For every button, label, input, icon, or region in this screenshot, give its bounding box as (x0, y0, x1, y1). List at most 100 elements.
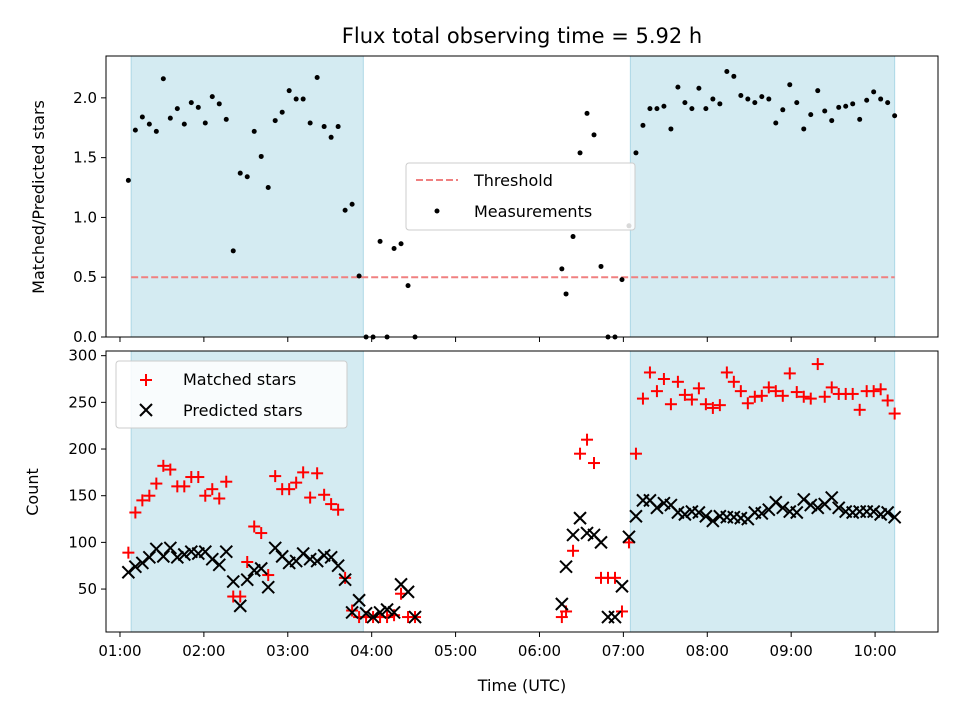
matched-stars-point (206, 483, 219, 496)
predicted-stars-point (345, 605, 359, 620)
matched-stars-point (692, 382, 705, 395)
predicted-stars-point (566, 528, 580, 542)
measurement-point (696, 85, 702, 91)
matched-stars-point (297, 466, 310, 479)
matched-stars-point (192, 471, 205, 484)
matched-stars-point (164, 463, 177, 476)
measurement-point (584, 110, 590, 116)
predicted-stars-point (629, 509, 643, 523)
matched-stars-point (762, 381, 775, 394)
predicted-stars-point (128, 559, 143, 574)
matched-stars-point (290, 476, 303, 489)
matched-stars-point (804, 392, 817, 405)
y-tick-label: 1.5 (73, 149, 97, 167)
matched-stars-point (157, 459, 170, 472)
predicted-stars-point (776, 501, 790, 515)
measurement-point (689, 106, 695, 112)
matched-stars-point (790, 386, 803, 399)
measurement-point (223, 116, 229, 122)
measurement-point (577, 150, 583, 156)
measurement-point (559, 266, 565, 272)
predicted-stars-point (832, 501, 846, 515)
matched-stars-point (727, 375, 740, 388)
measurement-point (710, 96, 716, 102)
measurement-point (675, 84, 681, 90)
bottom-panel: 50 100 150 200 250 300 01:00 02:00 03:00 04:00 05… (23, 347, 939, 695)
measurement-point (647, 106, 653, 112)
measurement-point (237, 170, 243, 176)
measurement-point (328, 134, 334, 140)
y-tick-label: 300 (68, 347, 97, 365)
predicted-stars-point (608, 610, 622, 624)
matched-stars-point (213, 492, 226, 505)
measurement-point (307, 120, 313, 126)
measurement-point (864, 97, 870, 103)
matched-stars-point (650, 385, 663, 398)
matched-stars-point (129, 506, 142, 519)
measurement-point (181, 121, 187, 127)
measurement-point (335, 124, 341, 130)
predicted-stars-point (170, 550, 185, 565)
measurement-point (314, 75, 320, 81)
bottom-y-axis-label: Count (23, 468, 42, 516)
matched-stars-point (699, 398, 712, 411)
measurement-point (815, 88, 821, 94)
matched-stars-point (178, 480, 191, 493)
matched-stars-point (713, 399, 726, 412)
x-tick-label: 04:00 (350, 642, 393, 660)
matched-stars-point (811, 358, 824, 371)
measurement-point (780, 107, 786, 113)
matched-stars-point (867, 385, 880, 398)
measurement-point (591, 132, 597, 138)
measurement-point (752, 100, 758, 106)
x-tick-label: 08:00 (686, 642, 729, 660)
count-points (121, 358, 902, 624)
predicted-stars-point (615, 579, 629, 593)
matched-stars-point (325, 498, 338, 511)
x-tick-label: 10:00 (853, 642, 896, 660)
legend-matched-swatch (140, 374, 152, 386)
predicted-stars-point (866, 504, 881, 519)
bottom-plot-frame (105, 350, 939, 633)
measurement-point (619, 277, 625, 283)
predicted-stars-point (331, 559, 345, 573)
matched-stars-point (636, 392, 649, 405)
matched-stars-point (671, 375, 684, 388)
matched-stars-point (853, 403, 866, 416)
predicted-stars-point (692, 505, 706, 520)
x-tick-label: 01:00 (98, 642, 141, 660)
matched-stars-point (664, 398, 677, 411)
measurement-point (230, 248, 236, 254)
matched-stars-point (248, 520, 261, 533)
legend-predicted-swatch (139, 403, 153, 417)
measurement-point (160, 76, 166, 82)
matched-stars-point (741, 397, 754, 410)
measurement-point (195, 104, 201, 110)
matched-stars-point (615, 605, 628, 618)
measurement-point (787, 82, 793, 88)
predicted-stars-point (811, 501, 825, 515)
predicted-stars-point (401, 585, 415, 599)
matched-stars-point (888, 407, 901, 420)
measurement-point (174, 106, 180, 112)
measurement-point (654, 106, 660, 112)
predicted-stars-point (163, 541, 178, 555)
measurement-point (293, 96, 299, 102)
measurement-point (717, 101, 723, 107)
y-tick-label: 250 (68, 393, 97, 411)
predicted-stars-point (233, 599, 247, 613)
predicted-stars-point (254, 561, 268, 576)
y-tick-label: 0.0 (73, 328, 97, 346)
x-tick-label: 09:00 (770, 642, 813, 660)
measurement-point (885, 100, 891, 106)
bottom-y-ticks: 50 100 150 200 250 300 (68, 347, 106, 598)
matched-stars-point (769, 385, 782, 398)
measurement-point (146, 121, 152, 127)
measurement-point (300, 96, 306, 102)
predicted-stars-point (352, 593, 366, 607)
predicted-stars-point (261, 580, 275, 594)
measurement-point (398, 241, 404, 247)
x-axis-label: Time (UTC) (477, 676, 566, 695)
y-tick-label: 150 (68, 487, 97, 505)
